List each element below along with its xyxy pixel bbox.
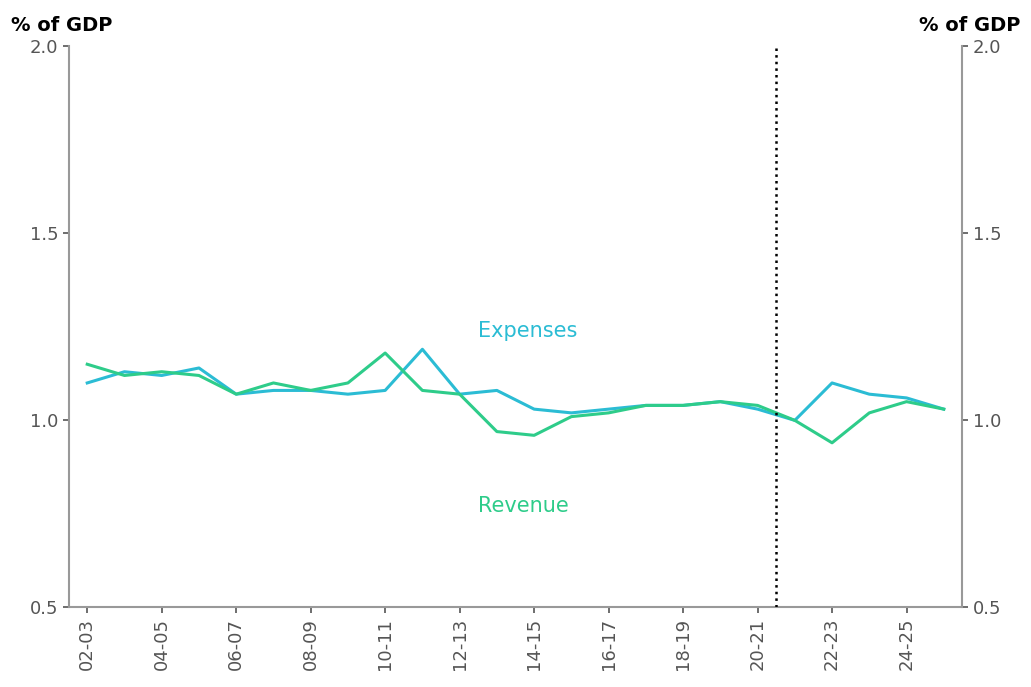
Text: % of GDP: % of GDP xyxy=(919,16,1021,35)
Text: % of GDP: % of GDP xyxy=(10,16,112,35)
Text: Revenue: Revenue xyxy=(478,497,569,517)
Text: Expenses: Expenses xyxy=(478,321,577,341)
